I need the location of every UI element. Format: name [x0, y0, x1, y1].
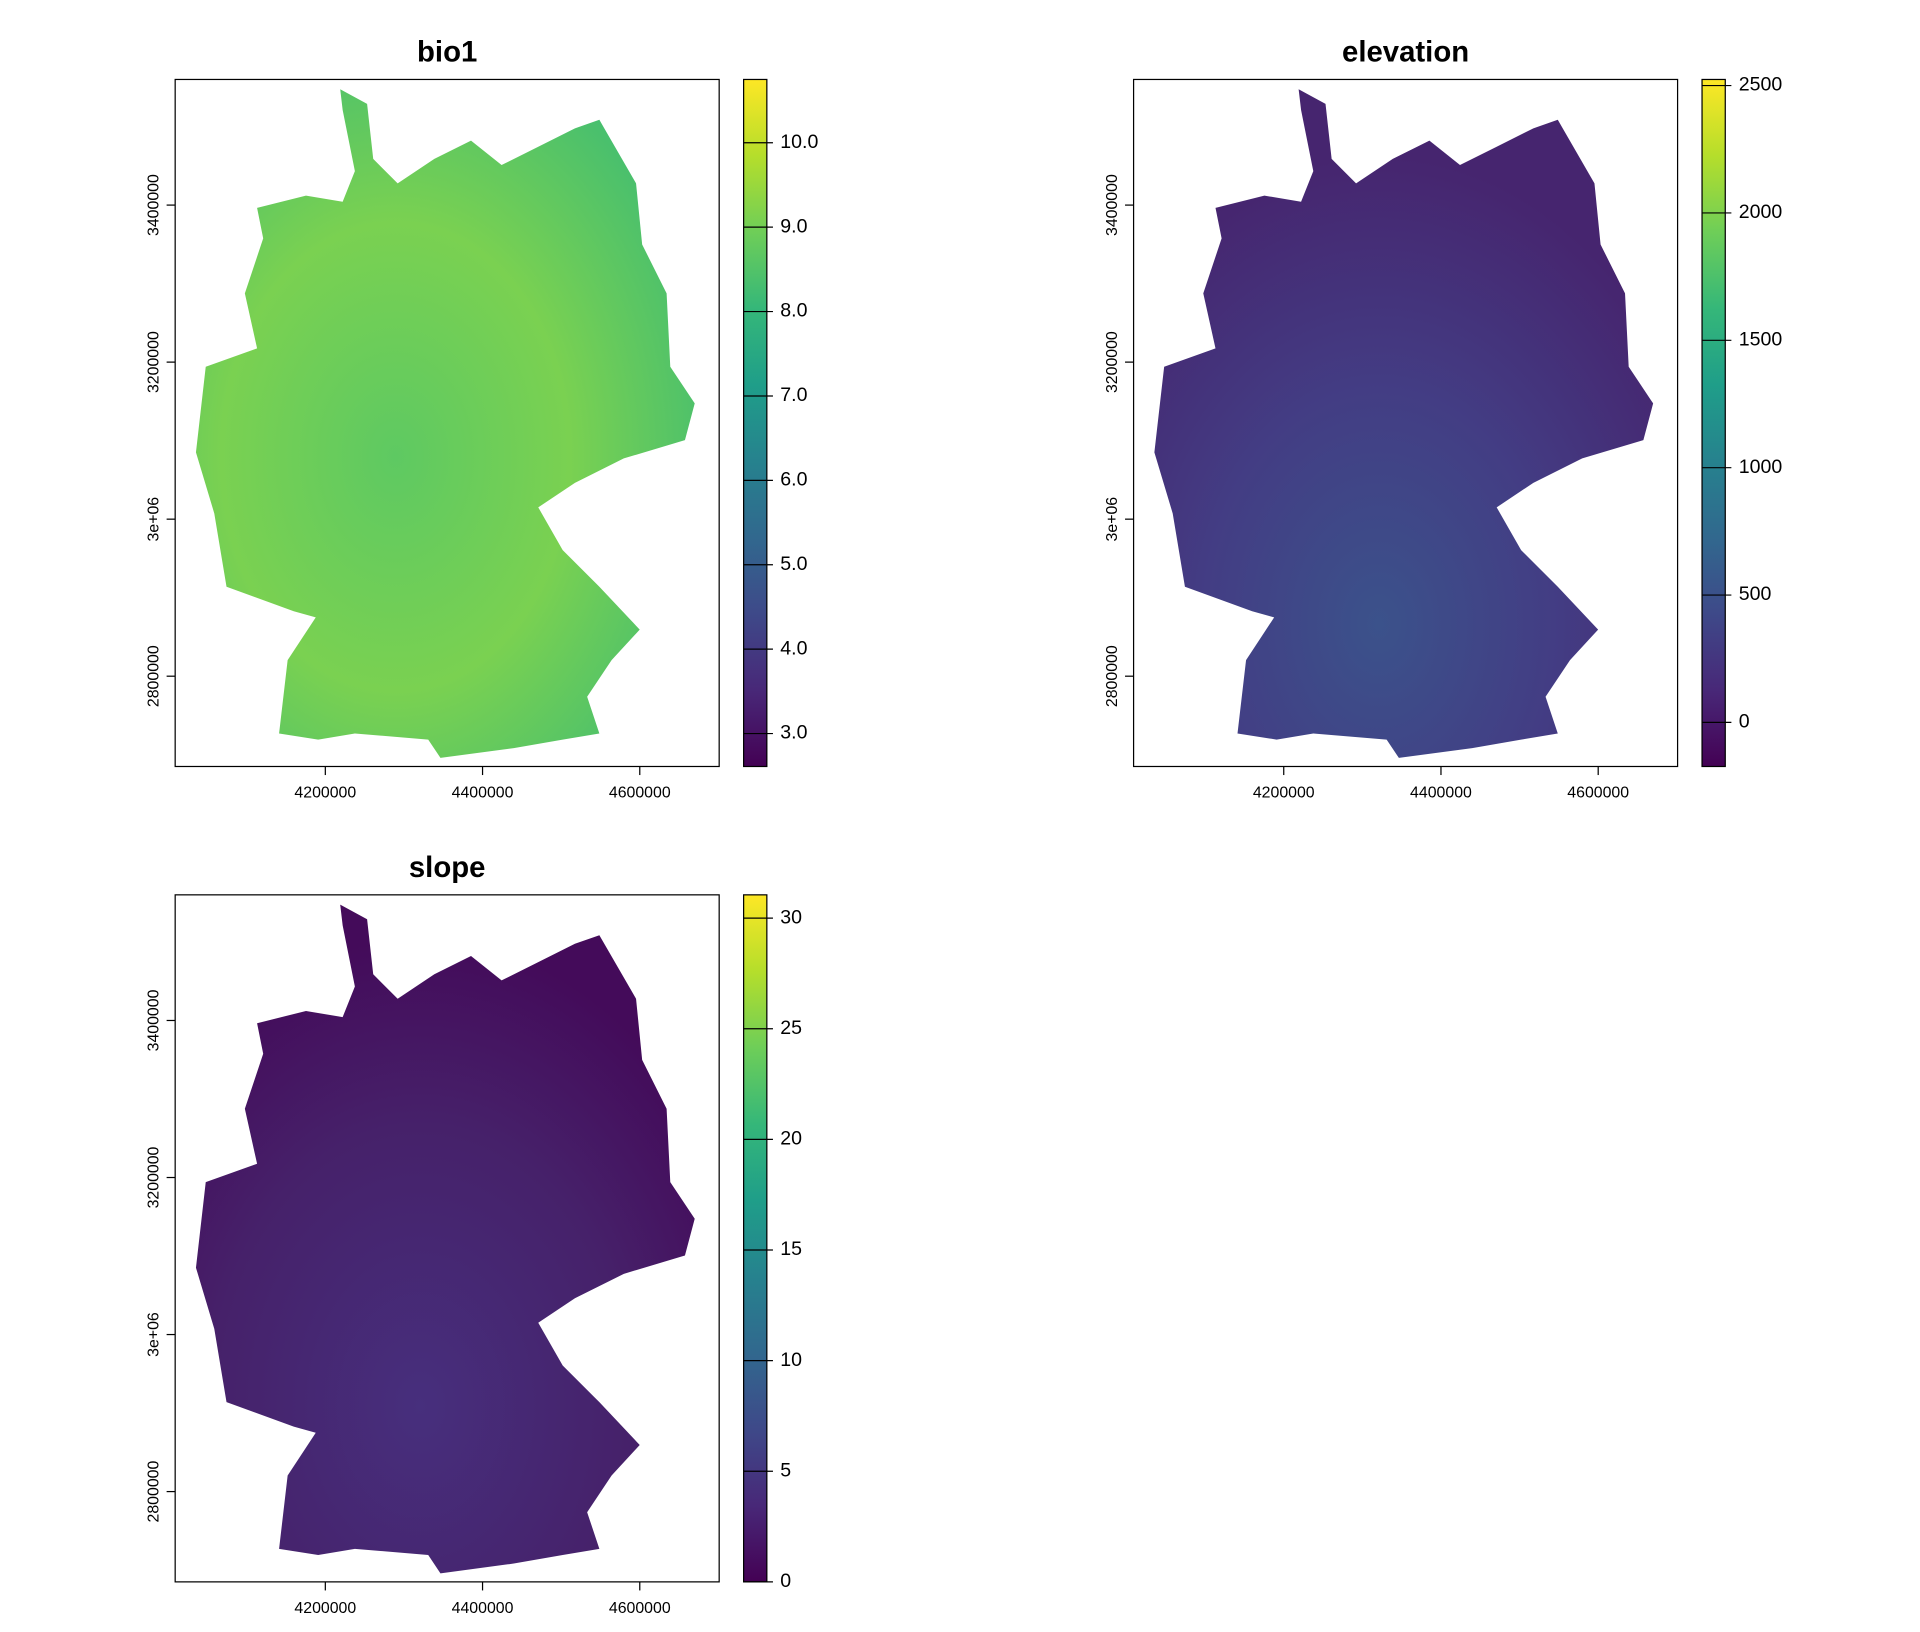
y-tick-label: 3e+06	[1104, 497, 1121, 542]
x-tick-label: 4400000	[1410, 785, 1472, 802]
colorbar-tick-label: 10.0	[780, 131, 818, 153]
colorbar-tick-label: 9.0	[780, 215, 807, 237]
x-tick-label: 4400000	[452, 785, 514, 802]
colorbar-tick-label: 6.0	[780, 469, 807, 491]
colorbar-tick-label: 15	[780, 1238, 802, 1260]
raster-map	[195, 904, 695, 1574]
colorbar-tick-label: 4.0	[780, 637, 807, 659]
y-tick-label: 3e+06	[146, 1312, 163, 1357]
y-tick-label: 3400000	[146, 989, 163, 1051]
colorbar-tick-label: 500	[1739, 583, 1772, 605]
y-tick-label: 3200000	[1104, 331, 1121, 393]
y-tick-label: 3200000	[146, 1146, 163, 1208]
y-tick-label: 3400000	[1104, 174, 1121, 236]
plot-box	[174, 78, 720, 768]
colorbar-tick-label: 25	[780, 1017, 802, 1039]
colorbar-tick-label: 20	[780, 1128, 802, 1150]
x-tick-label: 4200000	[1253, 785, 1315, 802]
colorbar-tick-label: 5	[780, 1459, 791, 1481]
y-tick-label: 2800000	[146, 1461, 163, 1523]
y-tick-label: 3400000	[146, 174, 163, 236]
colorbar-tick-label: 1000	[1739, 456, 1783, 478]
panel-title: bio1	[417, 36, 477, 69]
colorbar	[743, 894, 768, 1583]
colorbar-tick-label: 30	[780, 906, 802, 928]
x-tick-label: 4600000	[609, 785, 671, 802]
colorbar-tick-label: 8.0	[780, 300, 807, 322]
colorbar	[743, 78, 768, 768]
panel-title: elevation	[1342, 36, 1469, 69]
colorbar-tick-label: 7.0	[780, 384, 807, 406]
y-tick-label: 3200000	[146, 331, 163, 393]
x-tick-label: 4200000	[294, 1600, 356, 1617]
x-tick-label: 4200000	[294, 785, 356, 802]
x-tick-label: 4400000	[452, 1600, 514, 1617]
panel-title: slope	[409, 851, 486, 884]
raster-map	[195, 89, 695, 758]
x-tick-label: 4600000	[609, 1600, 671, 1617]
colorbar-tick-label: 1500	[1739, 328, 1783, 350]
raster-map	[1154, 89, 1654, 758]
plot-box	[1132, 78, 1679, 768]
x-tick-label: 4600000	[1567, 785, 1629, 802]
colorbar-tick-label: 3.0	[780, 722, 807, 744]
y-tick-label: 3e+06	[146, 497, 163, 542]
colorbar-tick-label: 0	[1739, 711, 1750, 733]
y-tick-label: 2800000	[146, 645, 163, 707]
colorbar-tick-label: 0	[780, 1570, 791, 1592]
colorbar-tick-label: 2500	[1739, 74, 1783, 96]
colorbar-tick-label: 5.0	[780, 553, 807, 575]
y-tick-label: 2800000	[1104, 645, 1121, 707]
plot-box	[174, 894, 720, 1583]
colorbar	[1701, 78, 1726, 768]
colorbar-tick-label: 10	[780, 1349, 802, 1371]
colorbar-tick-label: 2000	[1739, 201, 1783, 223]
